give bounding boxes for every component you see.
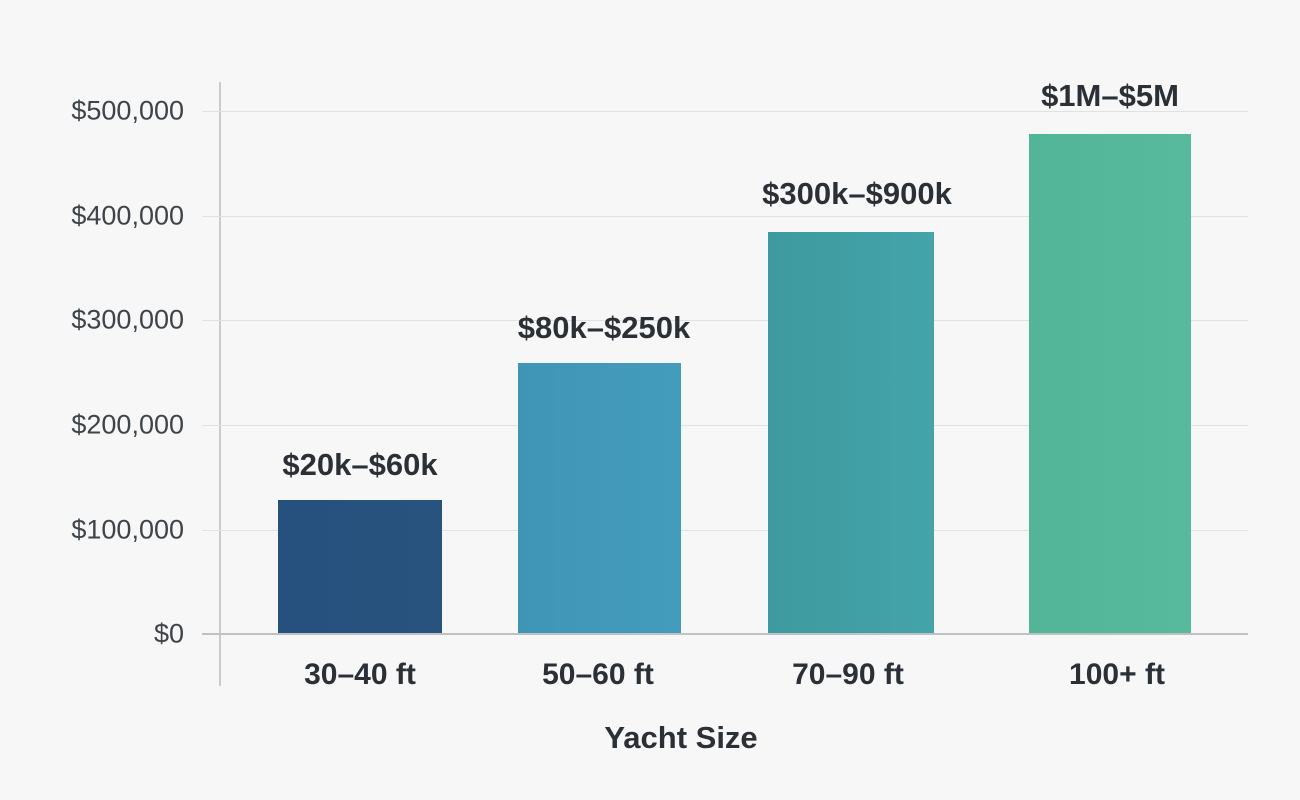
y-tick-label: $100,000 [71, 514, 184, 545]
y-tick-label: $500,000 [71, 95, 184, 126]
bar-value-label: $300k–$900k [762, 176, 952, 211]
x-tick-label: 30–40 ft [304, 658, 416, 691]
bar-value-label: $20k–$60k [282, 447, 438, 482]
x-axis-baseline [202, 633, 1248, 635]
bar-value-label: $1M–$5M [1041, 78, 1179, 113]
x-tick-label: 50–60 ft [542, 658, 654, 691]
y-axis-line [219, 82, 221, 686]
y-tick-label: $300,000 [71, 304, 184, 335]
y-tick-label: $400,000 [71, 200, 184, 231]
x-tick-label: 70–90 ft [792, 658, 904, 691]
x-tick-label: 100+ ft [1069, 658, 1165, 691]
bar-70-90ft [768, 232, 934, 634]
bar-100plus-ft [1029, 134, 1191, 634]
gridline-300000 [202, 320, 1248, 321]
bar-30-40ft [278, 500, 442, 634]
bar-value-label: $80k–$250k [517, 310, 691, 345]
bar-50-60ft [518, 363, 681, 634]
gridline-100000 [202, 530, 1248, 531]
y-tick-label: $200,000 [71, 409, 184, 440]
gridline-400000 [202, 216, 1248, 217]
y-tick-label: $0 [153, 618, 184, 649]
gridline-500000 [202, 111, 1248, 112]
gridline-200000 [202, 425, 1248, 426]
x-axis-title: Yacht Size [604, 720, 758, 755]
